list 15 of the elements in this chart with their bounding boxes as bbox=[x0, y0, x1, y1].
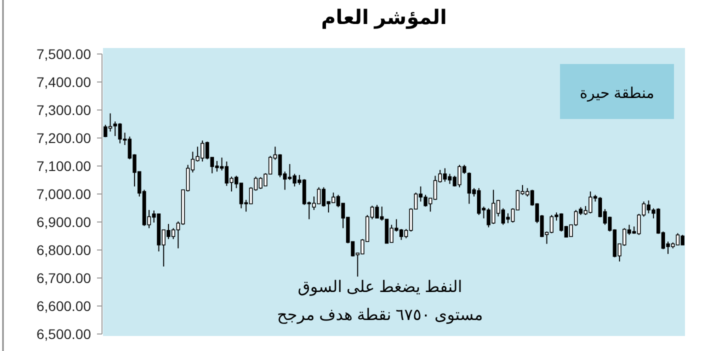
y-tick-label: 7,400.00 bbox=[36, 74, 92, 90]
y-tick-label: 7,500.00 bbox=[36, 46, 92, 62]
y-tick-label: 7,300.00 bbox=[36, 102, 92, 118]
y-tick-label: 6,800.00 bbox=[36, 242, 92, 258]
annotation: منطقة حيرة bbox=[580, 85, 654, 102]
y-tick-label: 6,600.00 bbox=[36, 298, 92, 314]
y-tick-label: 7,000.00 bbox=[36, 186, 92, 202]
y-tick-label: 7,100.00 bbox=[36, 158, 92, 174]
y-tick-label: 6,500.00 bbox=[36, 326, 92, 342]
y-tick-label: 6,700.00 bbox=[36, 270, 92, 286]
chart-title: المؤشر العام bbox=[321, 7, 447, 29]
y-tick-label: 7,200.00 bbox=[36, 130, 92, 146]
annotation: النفط يضغط على السوق bbox=[298, 279, 462, 296]
annotation: مستوى ٦٧٥٠ نقطة هدف مرجح bbox=[277, 307, 483, 324]
y-tick-label: 6,900.00 bbox=[36, 214, 92, 230]
